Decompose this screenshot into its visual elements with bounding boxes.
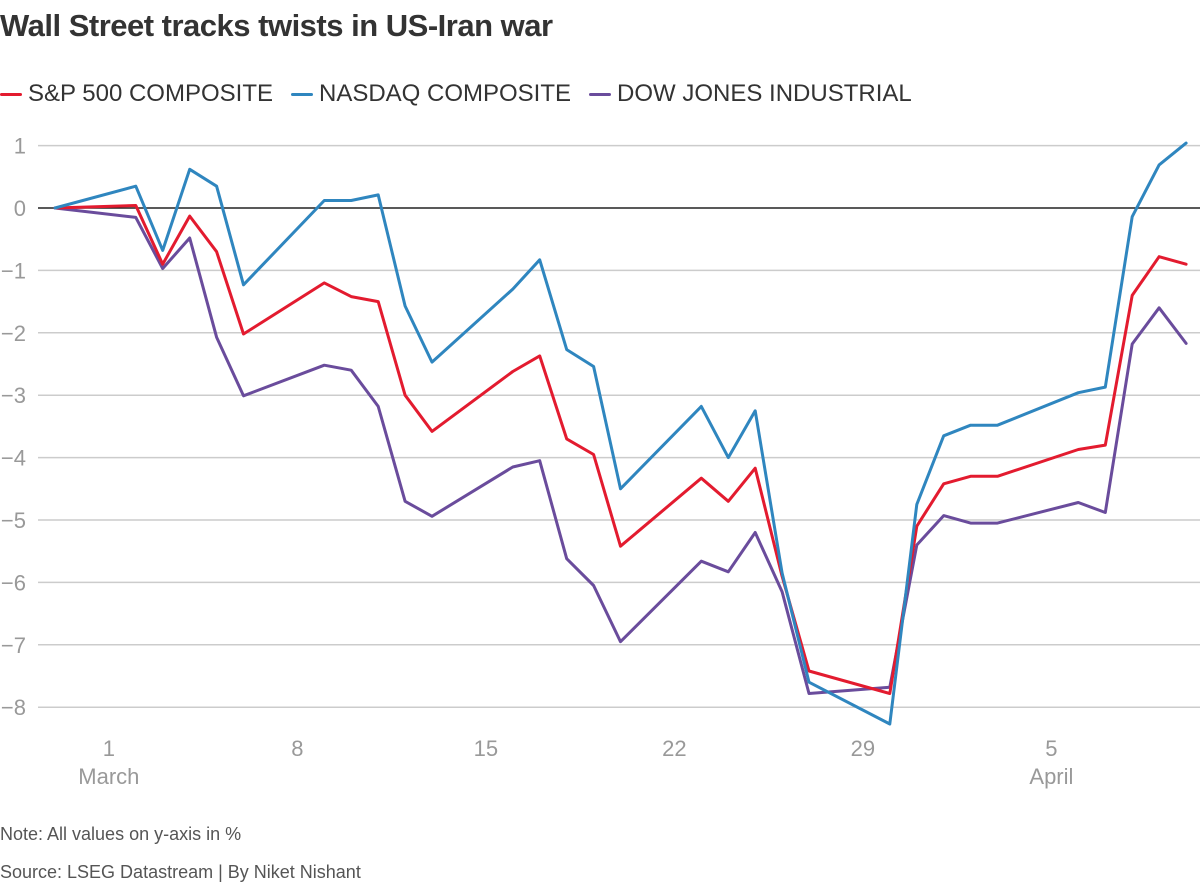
chart-source: Source: LSEG Datastream | By Niket Nisha… — [0, 862, 361, 882]
legend: S&P 500 COMPOSITE NASDAQ COMPOSITE DOW J… — [0, 80, 912, 108]
series-line-dow-jones-industrial — [53, 206, 1188, 695]
legend-item-dow: DOW JONES INDUSTRIAL — [589, 80, 912, 108]
line-chart: 1 0 −1 −2 −3 −4 −5 −6 −7 −8 1 March 8 15 22 29 5 April — [1, 134, 1200, 789]
x-tick-label: 5 — [1045, 736, 1057, 761]
legend-label: DOW JONES INDUSTRIAL — [617, 80, 912, 107]
legend-item-nasdaq: NASDAQ COMPOSITE — [290, 80, 572, 108]
chart-note: Note: All values on y-axis in % — [0, 824, 242, 844]
y-tick-label: 0 — [14, 196, 26, 221]
x-month-label: March — [78, 764, 139, 789]
x-tick-label: 29 — [851, 736, 875, 761]
x-tick-label: 22 — [662, 736, 686, 761]
legend-label: NASDAQ COMPOSITE — [318, 80, 572, 107]
legend-swatch — [589, 92, 612, 96]
x-tick-label: 15 — [474, 736, 498, 761]
series-line-nasdaq-composite — [53, 141, 1188, 726]
y-tick-label: −5 — [1, 508, 26, 533]
legend-item-sp500: S&P 500 COMPOSITE — [0, 80, 273, 108]
x-tick-label: 8 — [291, 736, 303, 761]
y-tick-label: −7 — [1, 633, 26, 658]
x-month-label: April — [1029, 764, 1073, 789]
y-tick-label: −4 — [1, 446, 26, 471]
legend-swatch — [290, 92, 313, 96]
legend-swatch — [0, 92, 22, 96]
x-tick-label: 1 — [103, 736, 115, 761]
y-tick-label: −2 — [1, 321, 26, 346]
legend-label: S&P 500 COMPOSITE — [28, 80, 273, 107]
y-tick-label: −1 — [1, 258, 26, 283]
series-line-s-p-500-composite — [53, 204, 1188, 695]
y-tick-label: −6 — [1, 570, 26, 595]
y-tick-label: −8 — [1, 695, 26, 720]
y-tick-label: −3 — [1, 383, 26, 408]
y-tick-label: 1 — [14, 134, 26, 159]
chart-title: Wall Street tracks twists in US-Iran war — [0, 8, 553, 43]
